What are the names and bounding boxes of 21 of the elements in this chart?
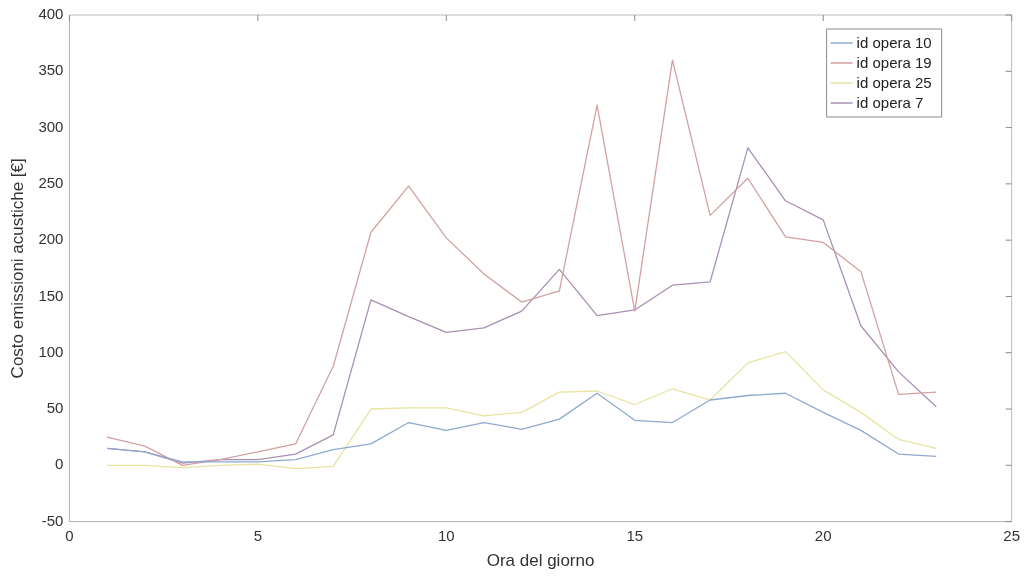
y-tick-label: 200 bbox=[38, 230, 64, 248]
legend-label: id opera 19 bbox=[856, 54, 932, 72]
x-tick-label: 25 bbox=[1003, 526, 1020, 544]
x-tick-label: 10 bbox=[437, 526, 455, 544]
legend-label: id opera 25 bbox=[856, 74, 932, 92]
y-tick-label: -50 bbox=[41, 511, 64, 529]
y-tick-label: 0 bbox=[55, 455, 64, 473]
y-tick-label: 250 bbox=[38, 174, 64, 192]
y-tick-label: 100 bbox=[38, 342, 64, 360]
legend-label: id opera 7 bbox=[856, 94, 924, 112]
x-tick-label: 20 bbox=[814, 526, 832, 544]
y-tick-label: 300 bbox=[38, 117, 64, 135]
x-axis-title: Ora del giorno bbox=[486, 551, 595, 571]
y-tick-label: 350 bbox=[38, 61, 64, 79]
legend-label: id opera 10 bbox=[856, 34, 932, 52]
x-tick-label: 5 bbox=[253, 526, 263, 544]
x-tick-label: 15 bbox=[626, 526, 644, 544]
y-tick-label: 50 bbox=[46, 399, 64, 417]
y-tick-label: 400 bbox=[38, 5, 64, 23]
y-axis-title: Costo emissioni acustiche [€] bbox=[7, 158, 27, 379]
y-tick-label: 150 bbox=[38, 286, 64, 304]
